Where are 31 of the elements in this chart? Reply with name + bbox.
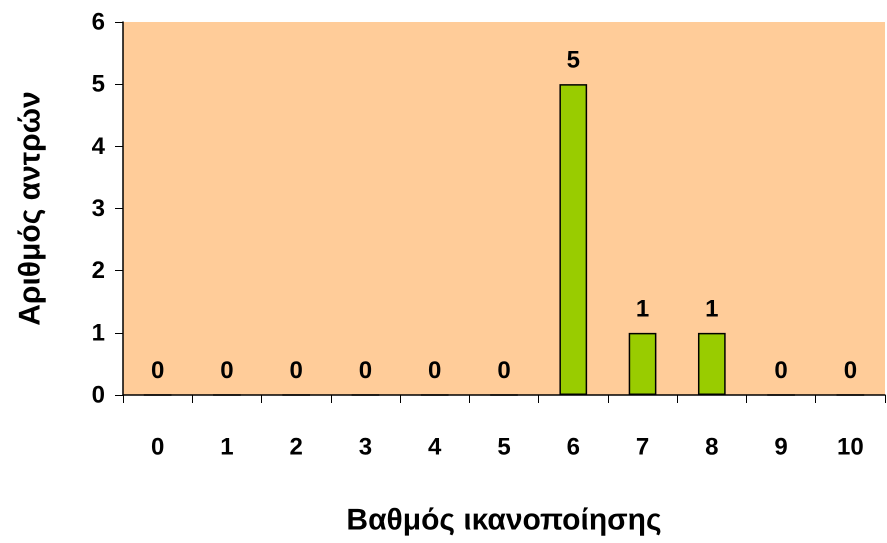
data-label: 0 xyxy=(844,356,858,384)
x-tick-label: 5 xyxy=(497,434,511,460)
x-tick-label: 8 xyxy=(705,434,718,460)
x-tick-label: 0 xyxy=(150,434,164,460)
y-tick-label: 0 xyxy=(92,382,105,408)
y-tick-label: 3 xyxy=(92,195,105,222)
data-label: 5 xyxy=(566,46,580,74)
x-tick-label: 6 xyxy=(566,434,580,460)
x-tick-label: 1 xyxy=(220,434,234,460)
y-tick-label: 1 xyxy=(92,319,105,346)
x-tick-label: 2 xyxy=(290,434,303,460)
y-tick-label: 6 xyxy=(92,8,105,36)
y-tick-label: 5 xyxy=(92,70,105,98)
data-label: 1 xyxy=(636,295,650,322)
data-label: 0 xyxy=(290,356,303,384)
y-tick-label: 2 xyxy=(92,257,105,284)
y-axis-title: Αριθμός αντρών xyxy=(14,91,46,326)
data-label: 0 xyxy=(150,356,164,384)
y-tick-label: 4 xyxy=(92,132,106,160)
data-label: 0 xyxy=(220,356,234,384)
data-label: 0 xyxy=(774,356,788,384)
x-tick-label: 3 xyxy=(358,434,372,460)
x-tick-label: 9 xyxy=(774,434,788,460)
data-label: 1 xyxy=(705,295,718,322)
x-tick-label: 7 xyxy=(636,434,650,460)
data-label: 0 xyxy=(358,356,372,384)
data-label: 0 xyxy=(428,356,442,384)
x-axis-title: Βαθμός ικανοποίησης xyxy=(346,504,662,536)
data-label: 0 xyxy=(497,356,511,384)
x-tick-label: 10 xyxy=(837,434,864,460)
x-tick-label: 4 xyxy=(428,434,442,460)
